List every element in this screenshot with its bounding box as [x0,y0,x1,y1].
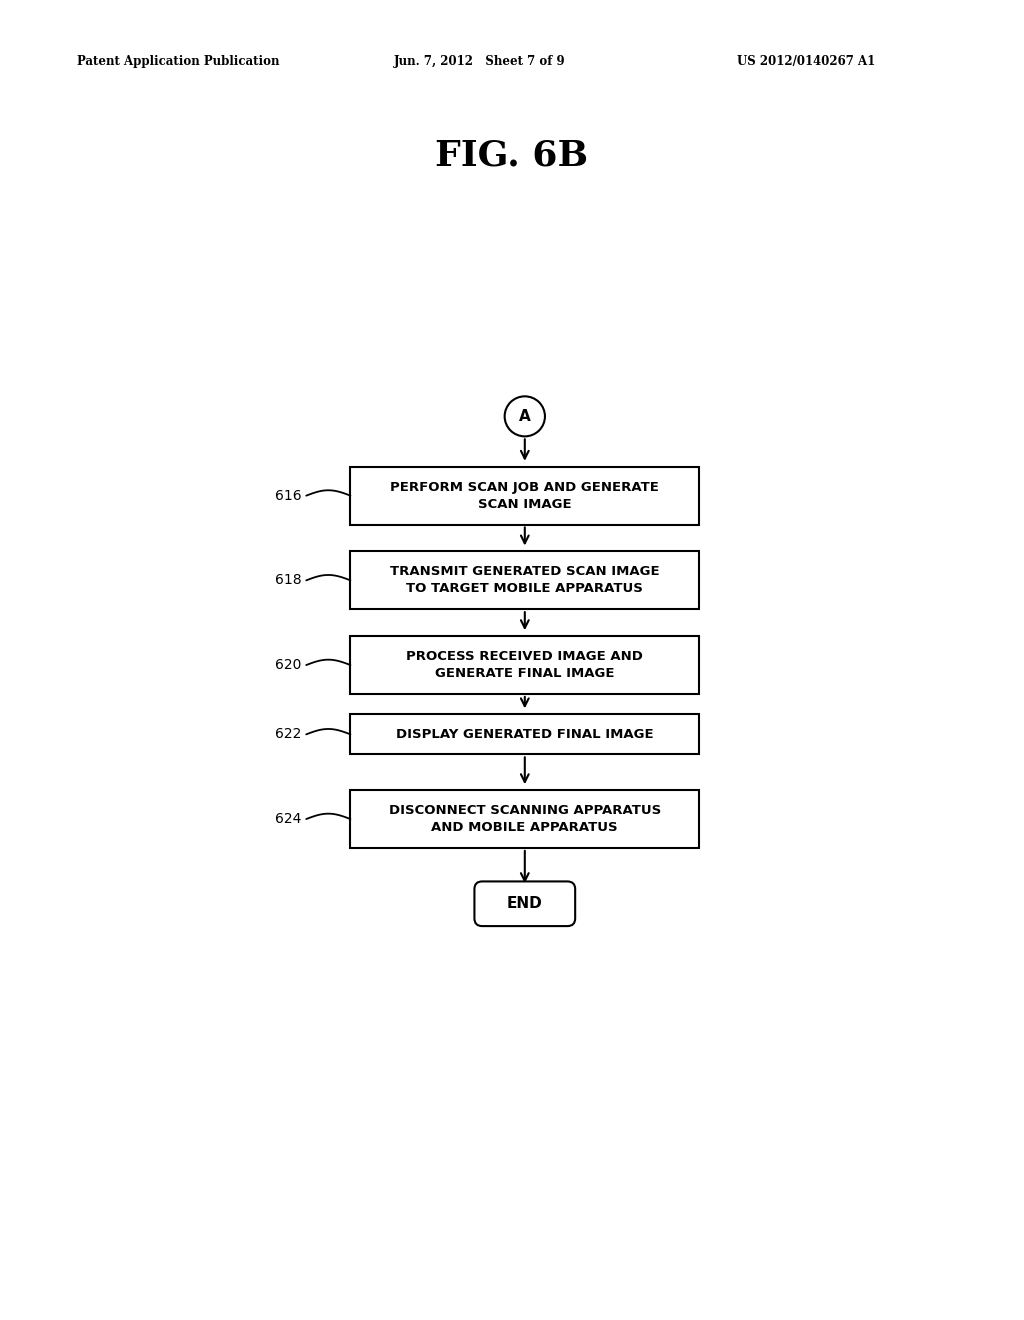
Text: TRANSMIT GENERATED SCAN IMAGE
TO TARGET MOBILE APPARATUS: TRANSMIT GENERATED SCAN IMAGE TO TARGET … [390,565,659,595]
FancyBboxPatch shape [474,882,575,927]
FancyBboxPatch shape [350,552,699,610]
Text: 620: 620 [275,659,302,672]
Text: DISCONNECT SCANNING APPARATUS
AND MOBILE APPARATUS: DISCONNECT SCANNING APPARATUS AND MOBILE… [389,804,660,834]
Text: PROCESS RECEIVED IMAGE AND
GENERATE FINAL IMAGE: PROCESS RECEIVED IMAGE AND GENERATE FINA… [407,649,643,680]
Text: 616: 616 [275,488,302,503]
FancyBboxPatch shape [350,467,699,524]
Text: 622: 622 [275,727,302,742]
Text: 618: 618 [275,573,302,587]
FancyBboxPatch shape [350,636,699,694]
FancyBboxPatch shape [350,714,699,755]
Text: DISPLAY GENERATED FINAL IMAGE: DISPLAY GENERATED FINAL IMAGE [396,727,653,741]
Text: Patent Application Publication: Patent Application Publication [77,55,280,69]
Text: A: A [519,409,530,424]
Circle shape [505,396,545,437]
FancyBboxPatch shape [350,791,699,847]
Text: END: END [507,896,543,911]
Text: Jun. 7, 2012   Sheet 7 of 9: Jun. 7, 2012 Sheet 7 of 9 [394,55,566,69]
Text: 624: 624 [275,812,302,826]
Text: FIG. 6B: FIG. 6B [435,139,589,173]
Text: PERFORM SCAN JOB AND GENERATE
SCAN IMAGE: PERFORM SCAN JOB AND GENERATE SCAN IMAGE [390,480,659,511]
Text: US 2012/0140267 A1: US 2012/0140267 A1 [737,55,876,69]
